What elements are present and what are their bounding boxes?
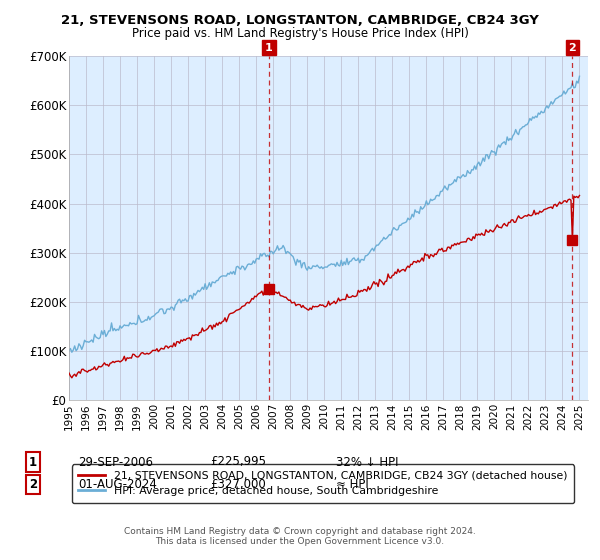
Text: 1: 1	[29, 455, 37, 469]
Text: 2: 2	[569, 43, 577, 53]
Text: 01-AUG-2024: 01-AUG-2024	[78, 478, 157, 491]
Text: Price paid vs. HM Land Registry's House Price Index (HPI): Price paid vs. HM Land Registry's House …	[131, 27, 469, 40]
Text: 1: 1	[265, 43, 273, 53]
Legend: 21, STEVENSONS ROAD, LONGSTANTON, CAMBRIDGE, CB24 3GY (detached house), HPI: Ave: 21, STEVENSONS ROAD, LONGSTANTON, CAMBRI…	[72, 464, 574, 503]
Text: Contains HM Land Registry data © Crown copyright and database right 2024.
This d: Contains HM Land Registry data © Crown c…	[124, 526, 476, 546]
Text: 2: 2	[29, 478, 37, 491]
Text: 29-SEP-2006: 29-SEP-2006	[78, 455, 153, 469]
Text: £327,000: £327,000	[210, 478, 266, 491]
Text: ≈ HPI: ≈ HPI	[336, 478, 369, 491]
Text: £225,995: £225,995	[210, 455, 266, 469]
Text: 32% ↓ HPI: 32% ↓ HPI	[336, 455, 398, 469]
Text: 21, STEVENSONS ROAD, LONGSTANTON, CAMBRIDGE, CB24 3GY: 21, STEVENSONS ROAD, LONGSTANTON, CAMBRI…	[61, 14, 539, 27]
